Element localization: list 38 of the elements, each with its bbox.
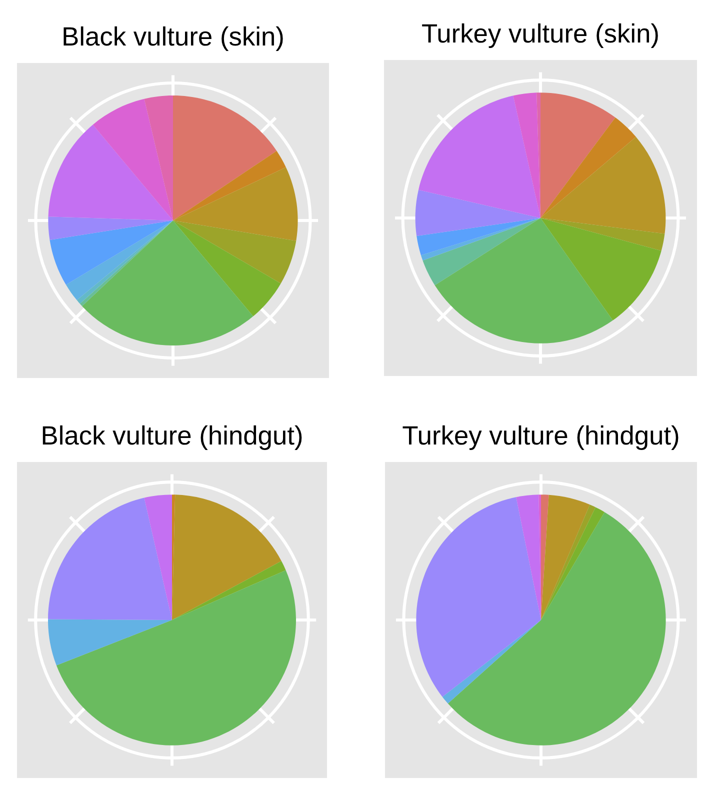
- pie-slice: [416, 497, 541, 697]
- pie-slice: [172, 560, 286, 620]
- pie-slice: [144, 494, 172, 620]
- pie-slice: [56, 570, 296, 746]
- chart-title: Black vulture (hindgut): [42, 425, 302, 450]
- pie-slice: [173, 220, 296, 284]
- pie-slice: [144, 96, 173, 220]
- pie-slice: [540, 218, 662, 320]
- pie-slice: [540, 218, 665, 251]
- pie-slice: [541, 507, 605, 620]
- pie-slice: [48, 619, 172, 666]
- pie-slice: [540, 136, 666, 234]
- pie-slice: [173, 220, 281, 316]
- pie-slice: [172, 494, 282, 620]
- pie-slice: [516, 494, 541, 620]
- pie-slice: [418, 96, 540, 218]
- pie-slice: [541, 504, 596, 620]
- pie-slice: [540, 92, 616, 218]
- pie-slice: [540, 117, 636, 218]
- chart-title: Turkey vulture (hindgut): [402, 425, 678, 450]
- pie-slice: [48, 124, 173, 220]
- pie-slice: [173, 150, 286, 220]
- pie-slice: [173, 167, 298, 241]
- pie-slice: [513, 92, 540, 218]
- pie-slice: [92, 98, 173, 220]
- pie-slice: [48, 216, 173, 240]
- pie-slice: [434, 218, 613, 344]
- pie-slice: [82, 220, 254, 346]
- pie-slice: [50, 220, 173, 285]
- pie-slice: [442, 620, 541, 704]
- pie-slice: [48, 498, 172, 620]
- pie-slice: [448, 512, 666, 746]
- pie-slice: [422, 218, 540, 286]
- pie-slice: [415, 190, 540, 236]
- chart-title: Black vulture (skin): [64, 26, 283, 51]
- pie-slice: [541, 494, 590, 620]
- pie-slice: [173, 96, 277, 220]
- chart-title: Turkey vulture (skin): [422, 23, 658, 48]
